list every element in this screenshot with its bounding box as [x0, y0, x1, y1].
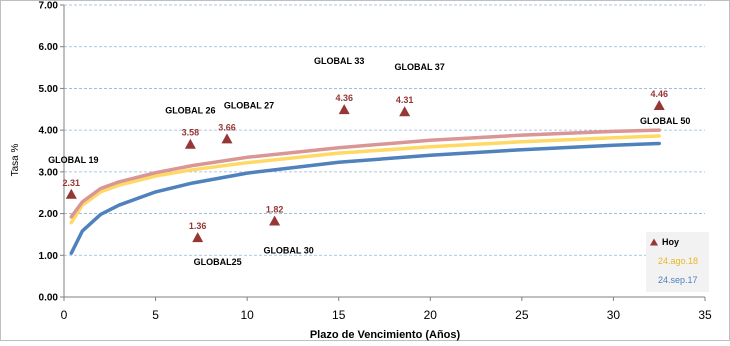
data-value-label: 3.66: [218, 122, 236, 132]
y-tick-label: 1.00: [39, 251, 59, 262]
markers: [65, 99, 665, 243]
x-tick-label: 35: [698, 308, 712, 322]
y-axis-title: Tasa %: [10, 143, 21, 176]
x-axis-title: Plazo de Vencimiento (Años): [310, 329, 461, 341]
point-name-label: GLOBAL 30: [263, 245, 313, 255]
y-tick-label: 5.00: [39, 84, 59, 95]
data-marker: [269, 215, 281, 226]
x-tick-label: 5: [152, 308, 159, 322]
y-tick-label: 3.00: [39, 167, 59, 178]
data-value-label: 3.58: [182, 128, 200, 138]
data-marker: [338, 104, 350, 115]
legend: Hoy 24.ago.18 24.sep.17: [646, 232, 709, 292]
point-labels: 2.31 GLOBAL 19 3.58 GLOBAL 26 1.36 GLOBAL25 3.…: [48, 56, 690, 267]
curve-line: [69, 141, 661, 255]
point-name-label: GLOBAL 50: [640, 116, 690, 126]
x-tick-label: 10: [240, 308, 254, 322]
x-tick-label: 30: [607, 308, 621, 322]
data-value-label: 4.46: [650, 89, 668, 99]
x-tick-label: 0: [61, 308, 68, 322]
curve-line: [69, 134, 661, 225]
data-marker: [184, 138, 196, 149]
legend-marker: [650, 238, 658, 246]
curve-line: [69, 128, 661, 219]
data-value-label: 1.36: [189, 221, 207, 231]
x-tick-label: 25: [515, 308, 529, 322]
y-tick-label: 0.00: [39, 293, 59, 304]
point-name-label: GLOBAL 26: [165, 106, 215, 116]
curves: [69, 128, 661, 255]
legend-label: Hoy: [662, 237, 679, 247]
data-marker: [192, 232, 204, 243]
point-name-label: GLOBAL 37: [394, 62, 444, 72]
x-tick-label: 20: [424, 308, 438, 322]
data-marker: [399, 106, 411, 117]
data-value-label: 4.31: [396, 95, 414, 105]
data-marker: [65, 188, 77, 199]
x-tick-label: 15: [332, 308, 346, 322]
legend-label: 24.ago.18: [658, 256, 698, 266]
point-name-label: GLOBAL 27: [224, 100, 274, 110]
y-tick-label: 6.00: [39, 42, 59, 53]
y-tick-label: 2.00: [39, 209, 59, 220]
data-value-label: 1.82: [266, 204, 284, 214]
data-value-label: 2.31: [63, 178, 81, 188]
data-marker: [221, 133, 233, 144]
point-name-label: GLOBAL25: [194, 257, 242, 267]
legend-box: [646, 232, 709, 292]
y-tick-label: 7.00: [39, 1, 59, 12]
point-name-label: GLOBAL 19: [48, 155, 98, 165]
point-name-label: GLOBAL 33: [314, 56, 364, 66]
axes: 0.00 1.00 2.00 3.00 4.00 5.00 6.00 7.00 0 5 10 15 20…: [39, 1, 712, 323]
data-value-label: 4.36: [335, 93, 353, 103]
legend-label: 24.sep.17: [658, 275, 698, 285]
y-tick-label: 4.00: [39, 126, 59, 137]
gridlines: [64, 4, 705, 256]
data-marker: [653, 99, 665, 110]
